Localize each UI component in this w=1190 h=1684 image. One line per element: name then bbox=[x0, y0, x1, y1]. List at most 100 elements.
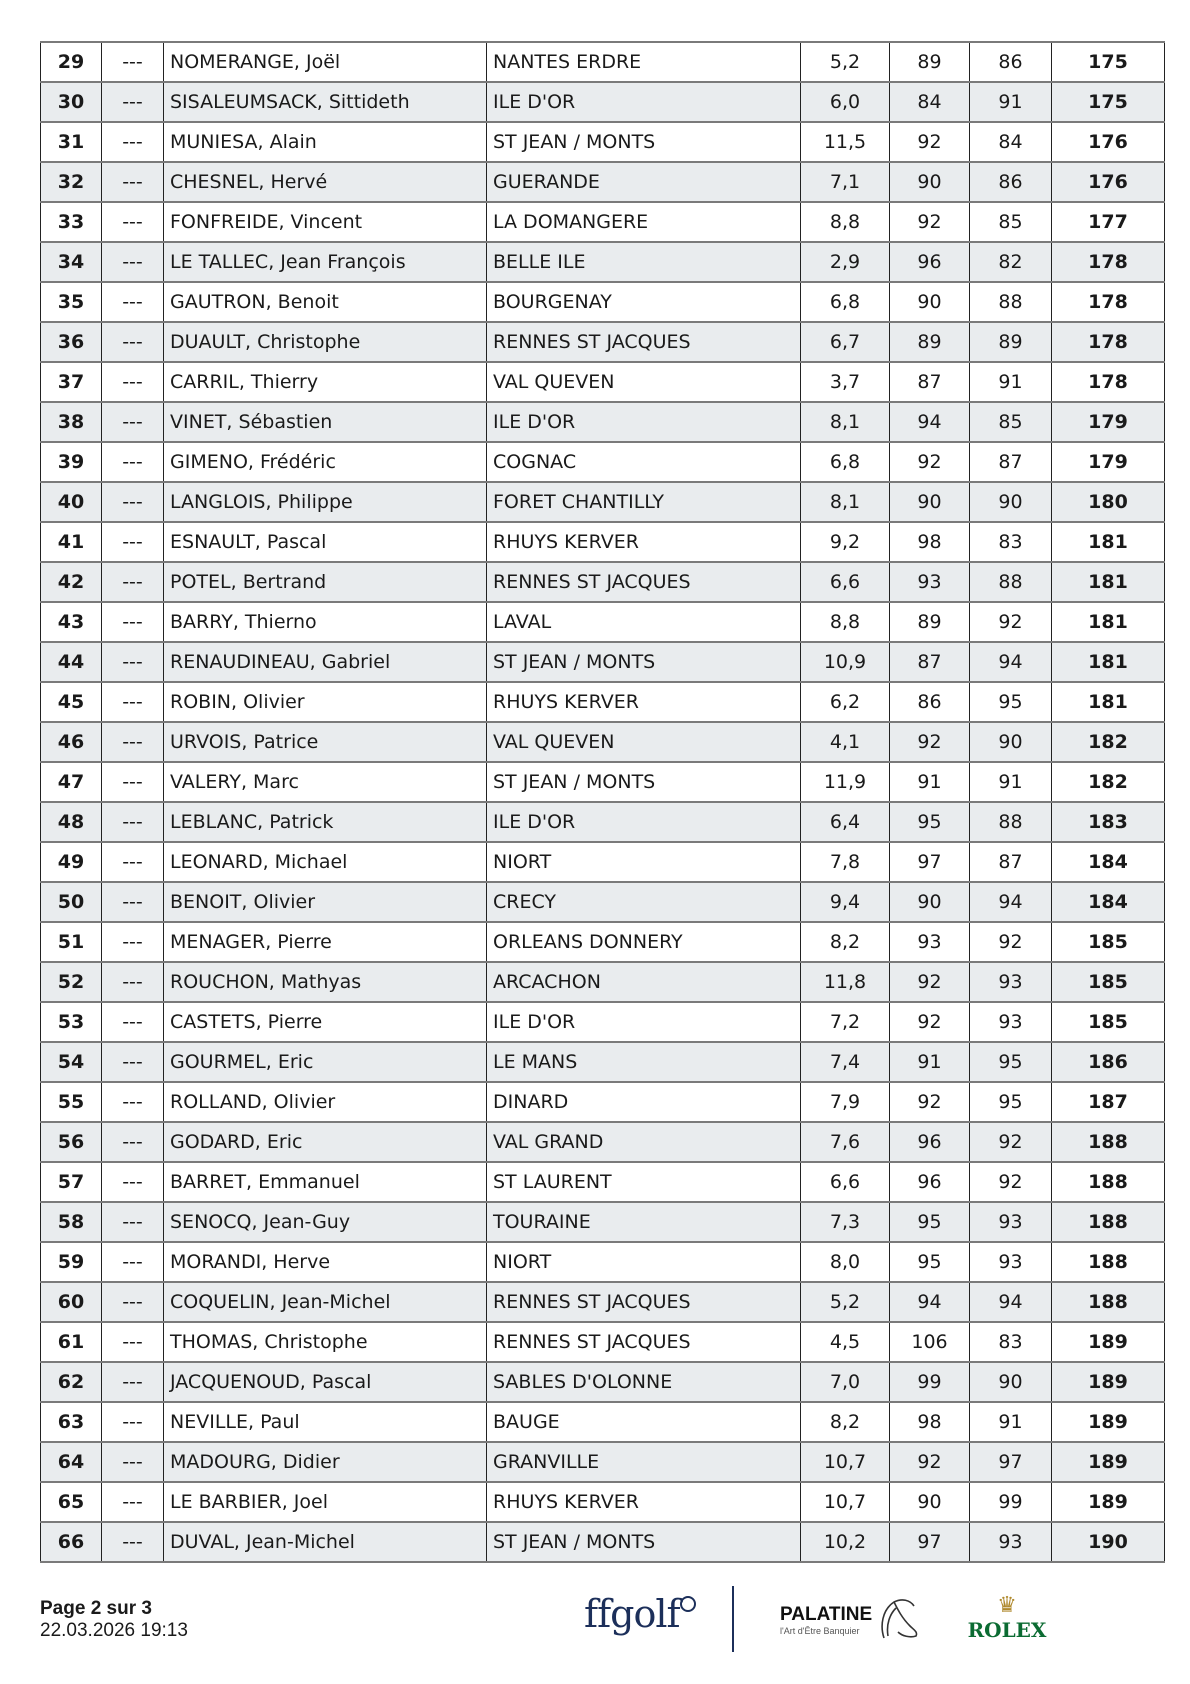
position-cell: 38 bbox=[40, 401, 102, 443]
total-cell: 185 bbox=[1051, 1001, 1165, 1043]
round-1-cell: 91 bbox=[889, 761, 970, 803]
round-2-cell: 90 bbox=[969, 721, 1052, 763]
total-cell: 190 bbox=[1051, 1521, 1165, 1563]
round-2-cell: 90 bbox=[969, 481, 1052, 523]
handicap-cell: 2,9 bbox=[800, 241, 890, 283]
player-name-cell: CASTETS, Pierre bbox=[163, 1001, 487, 1043]
club-cell: ILE D'OR bbox=[486, 801, 801, 843]
round-2-cell: 97 bbox=[969, 1441, 1052, 1483]
table-row: 65 --- LE BARBIER, Joel RHUYS KERVER 10,7 90 9… bbox=[40, 1481, 1165, 1523]
club-cell: ILE D'OR bbox=[486, 1001, 801, 1043]
status-cell: --- bbox=[101, 1521, 164, 1563]
table-row: 60 --- COQUELIN, Jean-Michel RENNES ST JACQ… bbox=[40, 1281, 1165, 1323]
player-name-cell: GOURMEL, Eric bbox=[163, 1041, 487, 1083]
player-name-cell: LEONARD, Michael bbox=[163, 841, 487, 883]
position-cell: 55 bbox=[40, 1081, 102, 1123]
table-row: 36 --- DUAULT, Christophe RENNES ST JACQUES… bbox=[40, 321, 1165, 363]
handicap-cell: 7,2 bbox=[800, 1001, 890, 1043]
round-1-cell: 89 bbox=[889, 321, 970, 363]
total-cell: 188 bbox=[1051, 1121, 1165, 1163]
round-2-cell: 95 bbox=[969, 1081, 1052, 1123]
player-name-cell: CHESNEL, Hervé bbox=[163, 161, 487, 203]
round-2-cell: 93 bbox=[969, 1201, 1052, 1243]
position-cell: 52 bbox=[40, 961, 102, 1003]
table-row: 37 --- CARRIL, Thierry VAL QUEVEN 3,7 87 91 178 bbox=[40, 361, 1165, 403]
table-row: 49 --- LEONARD, Michael NIORT 7,8 97 87 184 bbox=[40, 841, 1165, 883]
status-cell: --- bbox=[101, 921, 164, 963]
round-2-cell: 82 bbox=[969, 241, 1052, 283]
club-cell: RENNES ST JACQUES bbox=[486, 1281, 801, 1323]
round-1-cell: 84 bbox=[889, 81, 970, 123]
table-row: 54 --- GOURMEL, Eric LE MANS 7,4 91 95 186 bbox=[40, 1041, 1165, 1083]
position-cell: 45 bbox=[40, 681, 102, 723]
handicap-cell: 7,3 bbox=[800, 1201, 890, 1243]
handicap-cell: 4,5 bbox=[800, 1321, 890, 1363]
status-cell: --- bbox=[101, 481, 164, 523]
round-2-cell: 93 bbox=[969, 961, 1052, 1003]
round-1-cell: 96 bbox=[889, 1121, 970, 1163]
status-cell: --- bbox=[101, 1001, 164, 1043]
footer-info: Page 2 sur 3 22.03.2026 19:13 bbox=[40, 1598, 188, 1642]
position-cell: 30 bbox=[40, 81, 102, 123]
table-row: 46 --- URVOIS, Patrice VAL QUEVEN 4,1 92 90 182 bbox=[40, 721, 1165, 763]
total-cell: 181 bbox=[1051, 601, 1165, 643]
table-row: 64 --- MADOURG, Didier GRANVILLE 10,7 92 97 189 bbox=[40, 1441, 1165, 1483]
handicap-cell: 4,1 bbox=[800, 721, 890, 763]
handicap-cell: 6,0 bbox=[800, 81, 890, 123]
status-cell: --- bbox=[101, 1401, 164, 1443]
club-cell: ST JEAN / MONTS bbox=[486, 121, 801, 163]
round-1-cell: 95 bbox=[889, 1201, 970, 1243]
player-name-cell: LE BARBIER, Joel bbox=[163, 1481, 487, 1523]
table-row: 66 --- DUVAL, Jean-Michel ST JEAN / MONTS 10… bbox=[40, 1521, 1165, 1563]
round-2-cell: 94 bbox=[969, 641, 1052, 683]
total-cell: 178 bbox=[1051, 281, 1165, 323]
club-cell: BOURGENAY bbox=[486, 281, 801, 323]
position-cell: 62 bbox=[40, 1361, 102, 1403]
crown-icon: ♛ bbox=[997, 1593, 1017, 1618]
round-1-cell: 95 bbox=[889, 801, 970, 843]
player-name-cell: GIMENO, Frédéric bbox=[163, 441, 487, 483]
player-name-cell: GODARD, Eric bbox=[163, 1121, 487, 1163]
player-name-cell: BENOIT, Olivier bbox=[163, 881, 487, 923]
handicap-cell: 6,8 bbox=[800, 281, 890, 323]
club-cell: NIORT bbox=[486, 841, 801, 883]
handicap-cell: 8,1 bbox=[800, 481, 890, 523]
round-2-cell: 92 bbox=[969, 601, 1052, 643]
total-cell: 181 bbox=[1051, 681, 1165, 723]
handicap-cell: 8,2 bbox=[800, 1401, 890, 1443]
handicap-cell: 7,8 bbox=[800, 841, 890, 883]
round-2-cell: 92 bbox=[969, 1161, 1052, 1203]
player-name-cell: ROBIN, Olivier bbox=[163, 681, 487, 723]
club-cell: LA DOMANGERE bbox=[486, 201, 801, 243]
handicap-cell: 9,4 bbox=[800, 881, 890, 923]
page-number: Page 2 sur 3 bbox=[40, 1598, 152, 1619]
handicap-cell: 10,7 bbox=[800, 1441, 890, 1483]
player-name-cell: FONFREIDE, Vincent bbox=[163, 201, 487, 243]
total-cell: 178 bbox=[1051, 361, 1165, 403]
round-1-cell: 90 bbox=[889, 881, 970, 923]
player-name-cell: POTEL, Bertrand bbox=[163, 561, 487, 603]
round-1-cell: 98 bbox=[889, 521, 970, 563]
palatine-tagline: l'Art d'Être Banquier bbox=[780, 1626, 860, 1636]
handicap-cell: 6,6 bbox=[800, 1161, 890, 1203]
club-cell: VAL GRAND bbox=[486, 1121, 801, 1163]
status-cell: --- bbox=[101, 1241, 164, 1283]
player-name-cell: ESNAULT, Pascal bbox=[163, 521, 487, 563]
player-name-cell: CARRIL, Thierry bbox=[163, 361, 487, 403]
round-1-cell: 96 bbox=[889, 1161, 970, 1203]
club-cell: ST JEAN / MONTS bbox=[486, 1521, 801, 1563]
total-cell: 188 bbox=[1051, 1201, 1165, 1243]
table-row: 33 --- FONFREIDE, Vincent LA DOMANGERE 8,8 92… bbox=[40, 201, 1165, 243]
total-cell: 187 bbox=[1051, 1081, 1165, 1123]
club-cell: RHUYS KERVER bbox=[486, 521, 801, 563]
logo-divider bbox=[732, 1586, 734, 1652]
status-cell: --- bbox=[101, 441, 164, 483]
player-name-cell: SENOCQ, Jean-Guy bbox=[163, 1201, 487, 1243]
position-cell: 59 bbox=[40, 1241, 102, 1283]
table-row: 38 --- VINET, Sébastien ILE D'OR 8,1 94 85 179 bbox=[40, 401, 1165, 443]
status-cell: --- bbox=[101, 801, 164, 843]
round-1-cell: 99 bbox=[889, 1361, 970, 1403]
print-datetime: 22.03.2026 19:13 bbox=[40, 1620, 188, 1641]
round-1-cell: 90 bbox=[889, 1481, 970, 1523]
player-name-cell: BARRY, Thierno bbox=[163, 601, 487, 643]
